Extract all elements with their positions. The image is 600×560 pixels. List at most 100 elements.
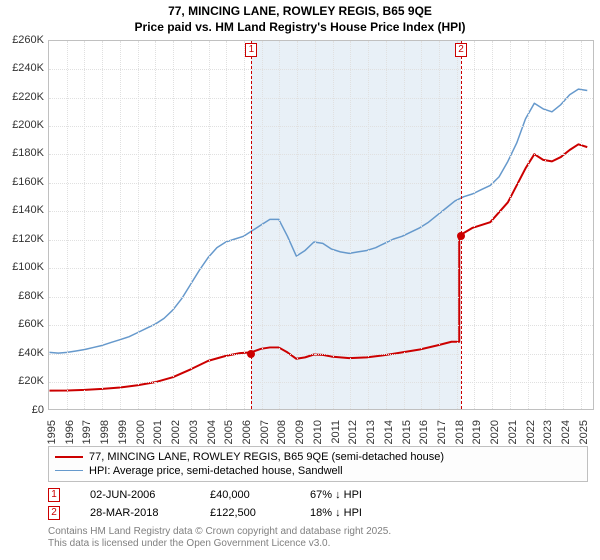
grid-h	[49, 354, 593, 355]
sale-dot	[457, 232, 465, 240]
x-tick-label: 2004	[206, 420, 218, 444]
grid-v	[102, 41, 103, 409]
x-tick-label: 2002	[170, 420, 182, 444]
sale-diff: 18% ↓ HPI	[310, 507, 400, 519]
sale-date: 28-MAR-2018	[90, 507, 180, 519]
grid-h	[49, 183, 593, 184]
x-tick-label: 1999	[117, 420, 129, 444]
grid-v	[457, 41, 458, 409]
y-tick-label: £160K	[0, 176, 44, 188]
grid-v	[368, 41, 369, 409]
sale-marker-box: 2	[455, 43, 467, 57]
grid-h	[49, 98, 593, 99]
legend-row-hpi: HPI: Average price, semi-detached house,…	[55, 464, 581, 478]
x-tick-label: 2005	[223, 420, 235, 444]
grid-h	[49, 126, 593, 127]
legend: 77, MINCING LANE, ROWLEY REGIS, B65 9QE …	[48, 446, 588, 482]
sales-row: 1 02-JUN-2006 £40,000 67% ↓ HPI	[48, 486, 588, 504]
grid-v	[226, 41, 227, 409]
grid-h	[49, 382, 593, 383]
grid-v	[333, 41, 334, 409]
legend-swatch-hpi	[55, 470, 83, 471]
grid-v	[563, 41, 564, 409]
x-tick-label: 2006	[241, 420, 253, 444]
x-tick-label: 2023	[542, 420, 554, 444]
sale-price: £122,500	[210, 507, 280, 519]
grid-v	[404, 41, 405, 409]
grid-v	[439, 41, 440, 409]
grid-v	[510, 41, 511, 409]
grid-v	[350, 41, 351, 409]
x-tick-label: 1998	[99, 420, 111, 444]
y-tick-label: £220K	[0, 91, 44, 103]
y-tick-label: £180K	[0, 147, 44, 159]
footer: Contains HM Land Registry data © Crown c…	[48, 526, 588, 550]
y-tick-label: £140K	[0, 204, 44, 216]
grid-h	[49, 325, 593, 326]
grid-v	[262, 41, 263, 409]
grid-h	[49, 211, 593, 212]
x-tick-label: 2010	[312, 420, 324, 444]
y-tick-label: £100K	[0, 261, 44, 273]
x-tick-label: 2012	[347, 420, 359, 444]
grid-v	[421, 41, 422, 409]
sale-idx: 1	[48, 488, 60, 502]
y-tick-label: £200K	[0, 119, 44, 131]
grid-v	[315, 41, 316, 409]
y-tick-label: £260K	[0, 34, 44, 46]
grid-v	[173, 41, 174, 409]
sale-dot	[247, 350, 255, 358]
grid-v	[545, 41, 546, 409]
x-tick-label: 2008	[276, 420, 288, 444]
grid-v	[138, 41, 139, 409]
grid-v	[244, 41, 245, 409]
plot-area: 12	[48, 40, 594, 410]
sale-marker-box: 1	[245, 43, 257, 57]
grid-h	[49, 268, 593, 269]
x-tick-label: 2021	[507, 420, 519, 444]
x-tick-label: 2020	[489, 420, 501, 444]
grid-h	[49, 297, 593, 298]
x-tick-label: 2003	[188, 420, 200, 444]
x-tick-label: 2007	[259, 420, 271, 444]
grid-h	[49, 240, 593, 241]
grid-v	[386, 41, 387, 409]
x-tick-label: 2009	[294, 420, 306, 444]
sales-table: 1 02-JUN-2006 £40,000 67% ↓ HPI 2 28-MAR-2018…	[48, 486, 588, 522]
grid-v	[581, 41, 582, 409]
x-tick-label: 2024	[560, 420, 572, 444]
grid-v	[474, 41, 475, 409]
footer-line2: This data is licensed under the Open Gov…	[48, 538, 588, 550]
grid-h	[49, 69, 593, 70]
legend-row-property: 77, MINCING LANE, ROWLEY REGIS, B65 9QE …	[55, 450, 581, 464]
x-tick-label: 1995	[46, 420, 58, 444]
grid-v	[279, 41, 280, 409]
grid-v	[492, 41, 493, 409]
sale-diff: 67% ↓ HPI	[310, 489, 400, 501]
chart-title: 77, MINCING LANE, ROWLEY REGIS, B65 9QE	[0, 0, 600, 20]
sales-row: 2 28-MAR-2018 £122,500 18% ↓ HPI	[48, 504, 588, 522]
y-tick-label: £80K	[0, 290, 44, 302]
y-tick-label: £60K	[0, 318, 44, 330]
sale-date: 02-JUN-2006	[90, 489, 180, 501]
grid-v	[67, 41, 68, 409]
x-tick-label: 2015	[401, 420, 413, 444]
x-tick-label: 2016	[418, 420, 430, 444]
legend-label-property: 77, MINCING LANE, ROWLEY REGIS, B65 9QE …	[89, 451, 444, 463]
sale-vline	[461, 41, 462, 409]
sale-price: £40,000	[210, 489, 280, 501]
grid-v	[120, 41, 121, 409]
x-tick-label: 2019	[471, 420, 483, 444]
sale-idx: 2	[48, 506, 60, 520]
y-tick-label: £240K	[0, 62, 44, 74]
grid-v	[84, 41, 85, 409]
plot-wrap: 12 £0£20K£40K£60K£80K£100K£120K£140K£160…	[0, 36, 600, 446]
x-tick-label: 2000	[135, 420, 147, 444]
series-line	[49, 89, 587, 353]
grid-v	[528, 41, 529, 409]
chart-subtitle: Price paid vs. HM Land Registry's House …	[0, 20, 600, 36]
x-tick-label: 2011	[330, 420, 342, 444]
legend-swatch-property	[55, 456, 83, 458]
x-tick-label: 2017	[436, 420, 448, 444]
x-tick-label: 1997	[81, 420, 93, 444]
